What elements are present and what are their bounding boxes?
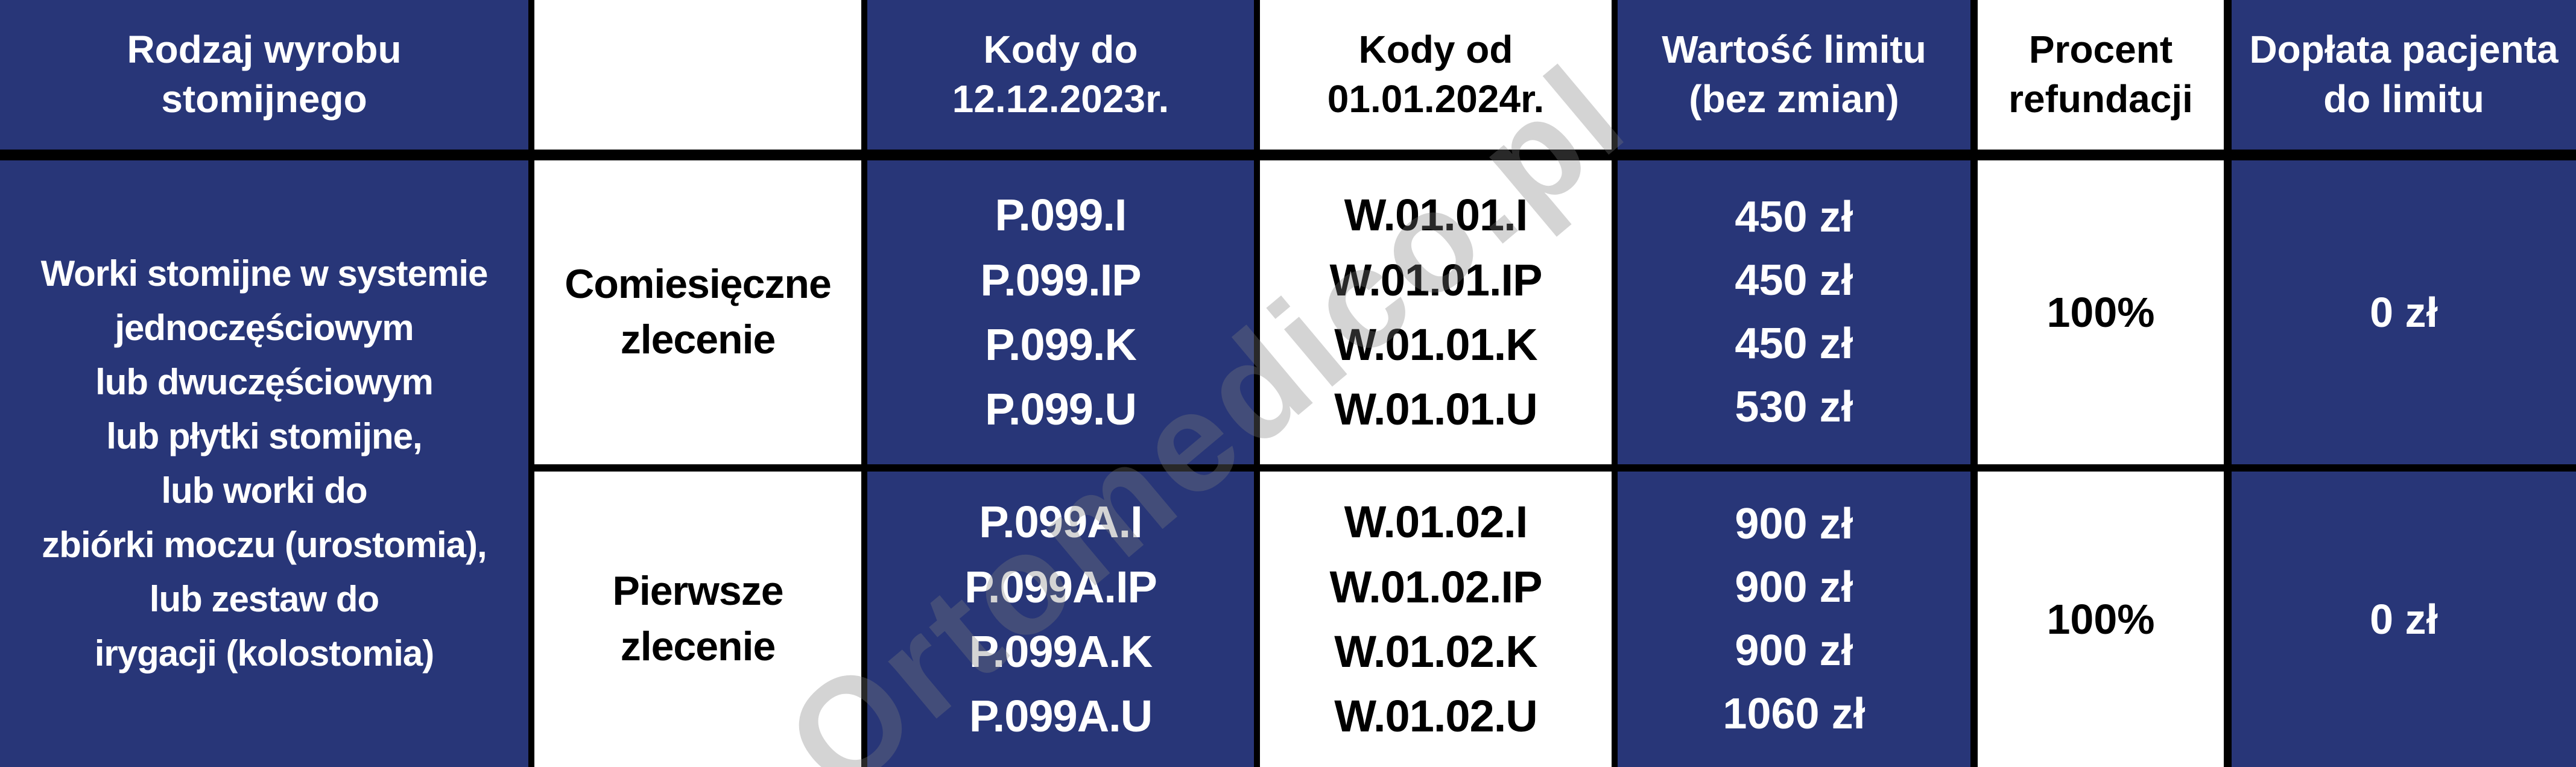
row2-order-type-cell: Pierwsze zlecenie <box>534 472 861 767</box>
product-description-cell: Worki stomijne w systemie jednoczęściowy… <box>0 160 528 767</box>
header-cell-limit-value: Wartość limitu (bez zmian) <box>1618 0 1970 150</box>
header-cell-codes-until: Kody do 12.12.2023r. <box>867 0 1254 150</box>
row2-refund-percent-cell: 100% <box>1978 472 2224 767</box>
row1-limit-values-cell: 450 zł 450 zł 450 zł 530 zł <box>1618 160 1970 464</box>
row1-codes-from-cell: W.01.01.I W.01.01.IP W.01.01.K W.01.01.U <box>1260 160 1612 464</box>
row2-patient-copay-cell: 0 zł <box>2232 472 2576 767</box>
row2-codes-from-cell: W.01.02.I W.01.02.IP W.01.02.K W.01.02.U <box>1260 472 1612 767</box>
header-cell-patient-copay: Dopłata pacjenta do limitu <box>2232 0 2576 150</box>
row1-order-type-cell: Comiesięczne zlecenie <box>534 160 861 464</box>
header-cell-codes-from: Kody od 01.01.2024r. <box>1260 0 1612 150</box>
header-cell-product-type: Rodzaj wyrobu stomijnego <box>0 0 528 150</box>
row1-codes-until-cell: P.099.I P.099.IP P.099.K P.099.U <box>867 160 1254 464</box>
header-cell-order-type <box>534 0 861 150</box>
header-cell-refund-percent: Procent refundacji <box>1978 0 2224 150</box>
row2-limit-values-cell: 900 zł 900 zł 900 zł 1060 zł <box>1618 472 1970 767</box>
row2-codes-until-cell: P.099A.I P.099A.IP P.099A.K P.099A.U <box>867 472 1254 767</box>
row1-refund-percent-cell: 100% <box>1978 160 2224 464</box>
row1-patient-copay-cell: 0 zł <box>2232 160 2576 464</box>
